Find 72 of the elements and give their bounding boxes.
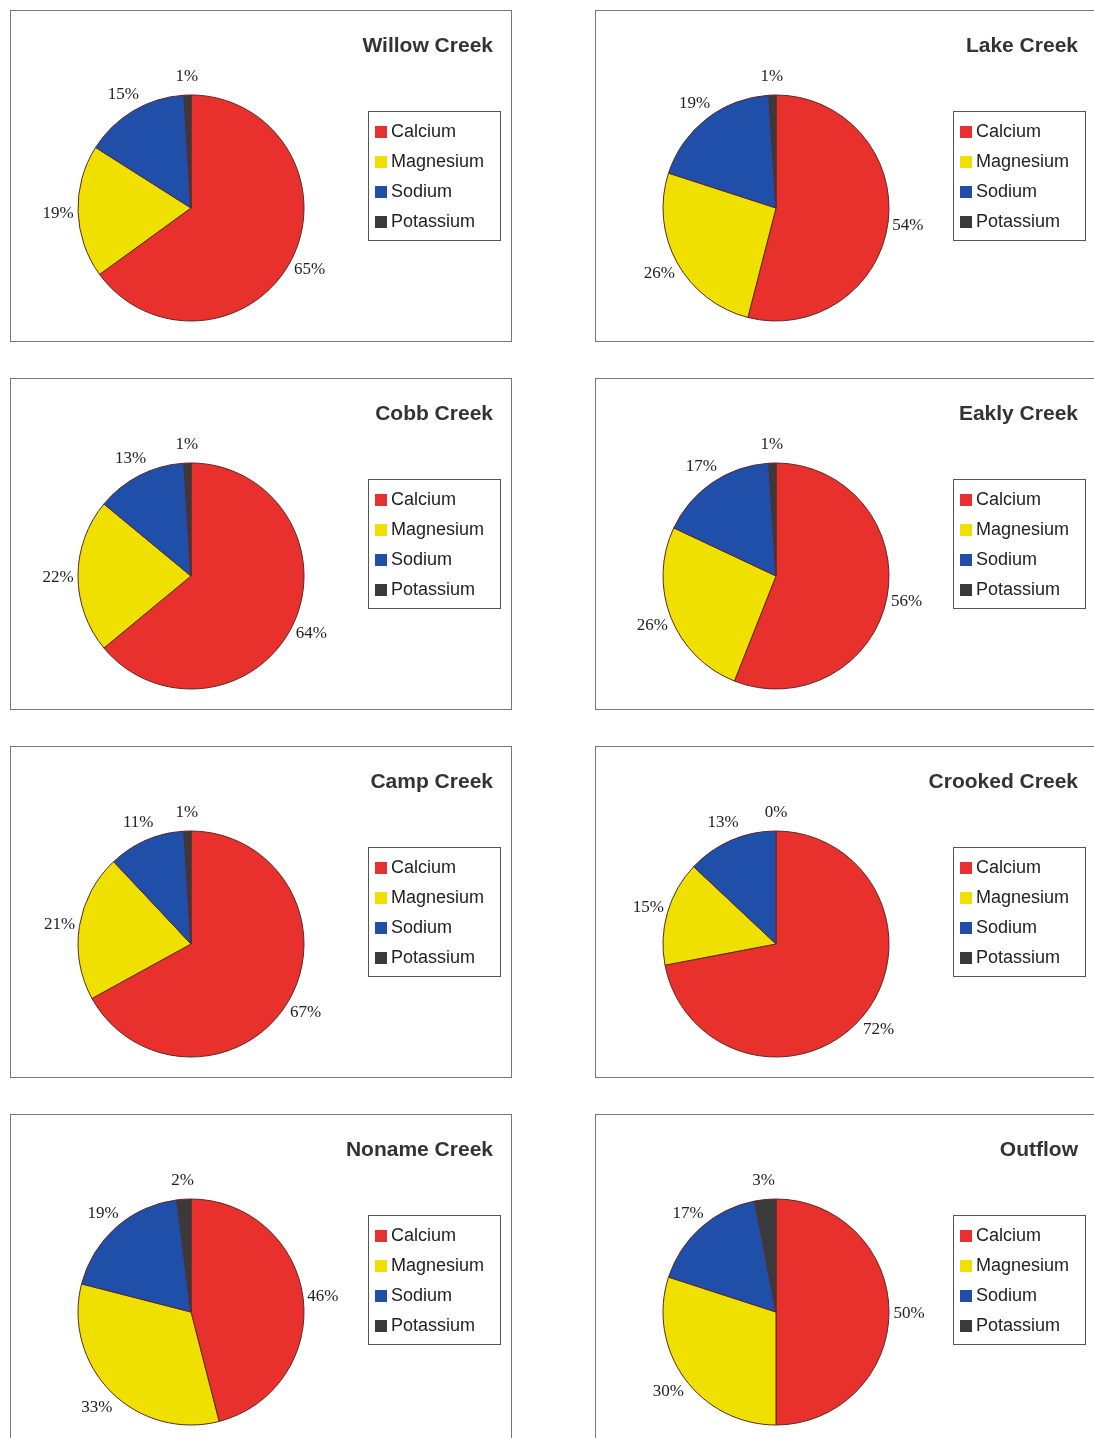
legend-label: Sodium (975, 917, 1037, 937)
data-label: 50% (893, 1302, 925, 1322)
chart-title: Cobb Creek (375, 401, 493, 425)
data-label: 21% (44, 913, 76, 933)
chart-title: Camp Creek (370, 769, 493, 793)
legend-label: Potassium (975, 579, 1060, 599)
legend-label: Sodium (390, 181, 452, 201)
data-label: 65% (293, 258, 326, 278)
text: 0% (764, 801, 788, 821)
legend-label: Calcium (390, 857, 456, 877)
data-label: 13% (115, 448, 147, 467)
legend-label: Potassium (390, 947, 475, 967)
legend-label: Calcium (975, 1225, 1041, 1245)
data-label: 1% (760, 433, 784, 453)
legend-label: Calcium (390, 121, 456, 141)
legend-label: Potassium (390, 1315, 475, 1335)
data-label: 1% (760, 65, 784, 85)
legend-label: Magnesium (390, 887, 484, 907)
data-label: 3% (752, 1170, 775, 1190)
data-label: 33% (81, 1396, 113, 1416)
data-label: 30% (652, 1380, 684, 1400)
legend-label: Magnesium (390, 1255, 484, 1275)
legend-label: Calcium (975, 857, 1041, 877)
legend-label: Calcium (975, 121, 1041, 141)
chart-title: Noname Creek (345, 1137, 493, 1161)
data-label: 13% (707, 812, 739, 832)
chart-title: Eakly Creek (958, 401, 1078, 425)
data-label: 46% (307, 1285, 339, 1305)
data-label: 19% (678, 93, 711, 113)
data-label: 67% (289, 1002, 322, 1022)
data-label: 1% (175, 433, 199, 453)
data-label: 15% (107, 84, 139, 104)
data-label: 56% (891, 591, 923, 611)
legend-label: Potassium (975, 211, 1060, 231)
data-label: 64% (295, 623, 327, 643)
legend-label: Sodium (390, 917, 452, 937)
chart-title: Outflow (999, 1137, 1078, 1161)
data-label: 17% (685, 456, 717, 476)
data-label: 11% (122, 812, 154, 832)
legend-label: Calcium (975, 489, 1041, 509)
legend-label: Calcium (390, 489, 456, 509)
legend-label: Magnesium (975, 151, 1069, 171)
data-label: 72% (862, 1019, 895, 1039)
legend-label: Calcium (390, 1225, 456, 1245)
data-label: 17% (672, 1202, 704, 1222)
data-label: 2% (171, 1169, 194, 1189)
chart-title: Willow Creek (362, 33, 493, 57)
legend-label: Potassium (975, 1315, 1060, 1335)
data-label: 1% (175, 801, 199, 821)
legend-label: Sodium (975, 181, 1037, 201)
legend-label: Potassium (975, 947, 1060, 967)
data-label: 54% (892, 215, 924, 235)
legend-label: Magnesium (975, 887, 1069, 907)
data-label: 26% (643, 262, 676, 282)
legend-label: Sodium (390, 1285, 452, 1305)
data-label: 26% (636, 615, 668, 635)
legend-label: Sodium (975, 1285, 1037, 1305)
data-label: 1% (175, 65, 199, 85)
data-label: 15% (632, 897, 664, 917)
data-label: 19% (42, 202, 74, 222)
legend-label: Magnesium (390, 519, 484, 539)
chart-title: Lake Creek (965, 33, 1078, 57)
legend-label: Magnesium (975, 519, 1069, 539)
data-label: 22% (42, 566, 74, 586)
data-label: 19% (87, 1202, 119, 1222)
legend-label: Potassium (390, 579, 475, 599)
legend-label: Sodium (975, 549, 1037, 569)
chart-title: Crooked Creek (928, 769, 1078, 793)
legend-label: Magnesium (975, 1255, 1069, 1275)
legend-label: Magnesium (390, 151, 484, 171)
legend-label: Potassium (390, 211, 475, 231)
legend-label: Sodium (390, 549, 452, 569)
